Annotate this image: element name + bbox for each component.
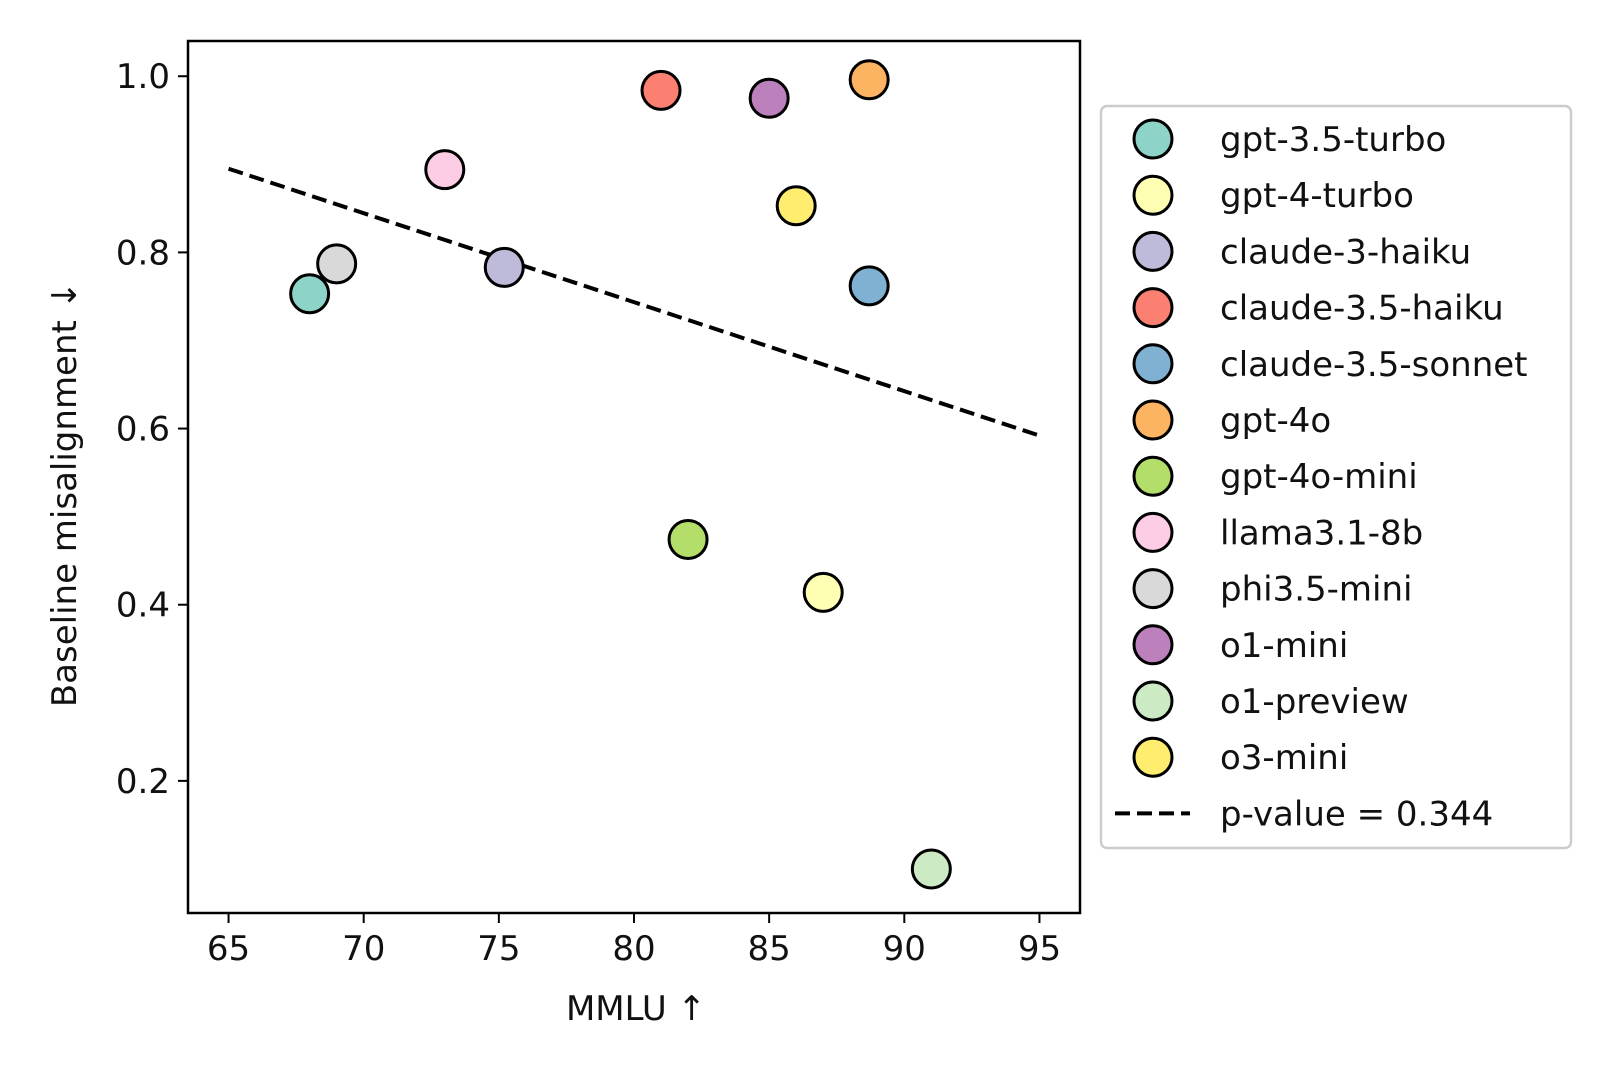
legend-frame xyxy=(1099,104,1573,850)
point-phi3-5-mini xyxy=(316,243,358,285)
x-tick-label: 75 xyxy=(477,929,520,969)
legend-marker xyxy=(1132,455,1174,497)
point-gpt-4o-mini xyxy=(667,519,709,561)
plot-frame xyxy=(186,39,1082,915)
x-axis-title: MMLU ↑ xyxy=(566,989,706,1029)
point-claude-3-5-sonnet xyxy=(848,265,890,307)
legend-marker xyxy=(1132,287,1174,329)
y-tick-label: 0.4 xyxy=(116,586,170,626)
x-tick-label: 70 xyxy=(342,929,385,969)
legend-label: claude-3.5-haiku xyxy=(1220,289,1504,329)
plot-area: 65 70 75 80 85 90 95 0.2 0.4 0.6 0.8 1.0 xyxy=(116,39,1082,969)
point-claude-3-5-haiku xyxy=(640,69,682,111)
x-tick-label: 90 xyxy=(883,929,926,969)
legend-marker xyxy=(1132,399,1174,441)
legend-label: claude-3-haiku xyxy=(1220,232,1471,272)
legend-label: phi3.5-mini xyxy=(1220,570,1412,610)
legend-marker xyxy=(1132,118,1174,160)
point-o1-preview xyxy=(910,848,952,890)
legend-label: gpt-3.5-turbo xyxy=(1220,120,1446,160)
trend-line xyxy=(227,166,1041,438)
point-gpt-3-5-turbo xyxy=(289,273,331,315)
legend-label: gpt-4o-mini xyxy=(1220,457,1418,497)
legend-label: gpt-4o xyxy=(1220,401,1331,441)
legend-label: gpt-4-turbo xyxy=(1220,176,1414,216)
y-tick-label: 0.2 xyxy=(116,762,170,802)
point-gpt-4-turbo xyxy=(802,571,844,613)
point-gpt-4o xyxy=(848,59,890,101)
legend-trend-label: p-value = 0.344 xyxy=(1220,794,1493,834)
legend-label: o3-mini xyxy=(1220,738,1348,778)
point-o1-mini xyxy=(748,77,790,119)
y-tick-label: 0.6 xyxy=(116,410,170,450)
legend-marker xyxy=(1132,736,1174,778)
legend-marker xyxy=(1132,174,1174,216)
point-llama3-1-8b xyxy=(424,149,466,191)
point-claude-3-haiku xyxy=(483,246,525,288)
legend-label: o1-mini xyxy=(1220,626,1348,666)
legend-marker xyxy=(1132,680,1174,722)
x-tick-label: 85 xyxy=(748,929,791,969)
x-tick-label: 80 xyxy=(612,929,655,969)
legend-label: o1-preview xyxy=(1220,682,1409,722)
x-tick-label: 95 xyxy=(1018,929,1061,969)
legend-label: claude-3.5-sonnet xyxy=(1220,345,1528,385)
y-axis-title: Baseline misalignment ↓ xyxy=(45,281,85,707)
legend-label: llama3.1-8b xyxy=(1220,513,1423,553)
y-tick-label: 0.8 xyxy=(116,233,170,273)
x-tick-label: 65 xyxy=(207,929,250,969)
legend-marker xyxy=(1132,568,1174,610)
legend-marker xyxy=(1132,511,1174,553)
legend: gpt-3.5-turbo gpt-4-turbo claude-3-haiku cl… xyxy=(1099,104,1573,850)
legend-marker xyxy=(1132,624,1174,666)
y-tick-label: 1.0 xyxy=(116,57,170,97)
legend-marker xyxy=(1132,230,1174,272)
point-o3-mini xyxy=(775,185,817,227)
legend-marker xyxy=(1132,343,1174,385)
